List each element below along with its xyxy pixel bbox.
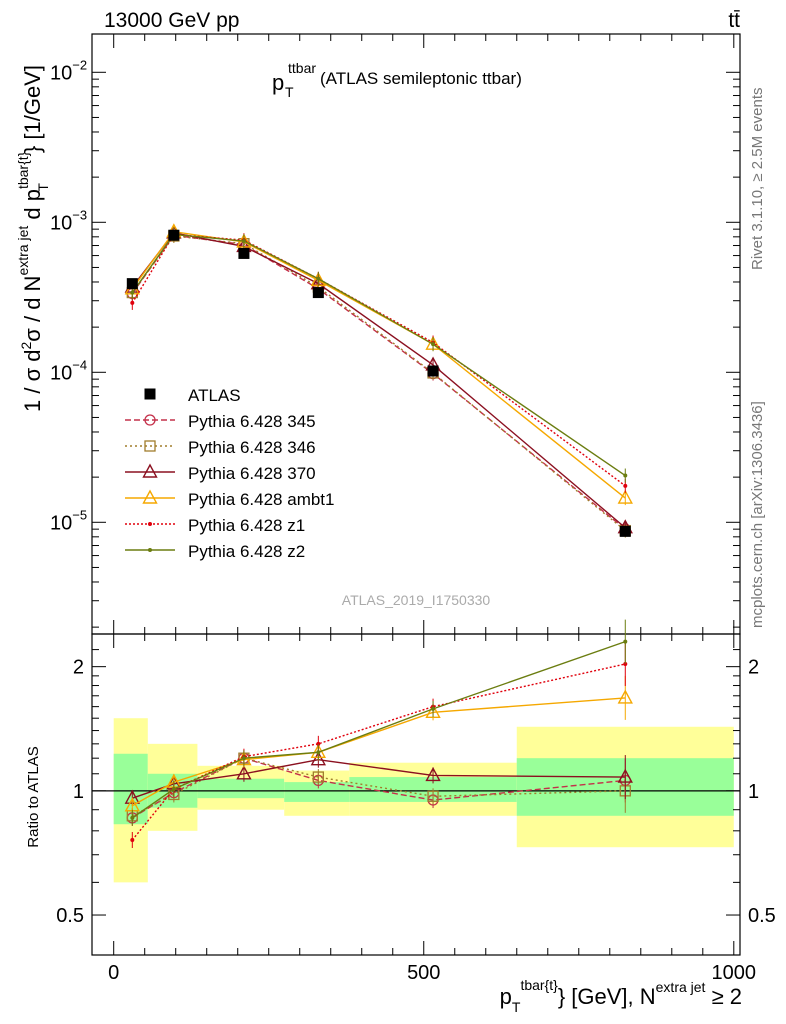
data-point-ambt1: [617, 489, 633, 504]
ratio-point-z1: [130, 838, 135, 843]
ratio-point-z2: [316, 750, 321, 755]
ratio-line-z2: [131, 640, 626, 819]
ratio-line-ambt1: [131, 697, 626, 807]
plot-title: p T ttbar (ATLAS semileptonic ttbar): [272, 60, 522, 100]
y-tick-label: 10−2: [50, 57, 87, 84]
legend-label-346: Pythia 6.428 346: [188, 438, 316, 457]
legend-label-atlas: ATLAS: [188, 386, 241, 405]
legend: ATLAS Pythia 6.428 345 Pythia 6.428 346 Pyt…: [125, 386, 334, 561]
series-line-ambt1: [131, 230, 626, 499]
ratio-line-z1: [131, 663, 626, 841]
data-point-z2: [431, 342, 436, 347]
ratio-y-tick-label: 1: [73, 781, 84, 803]
legend-marker-345: [144, 414, 156, 426]
plot-title-symbol: p: [272, 70, 284, 95]
ratio-point-346: [312, 771, 324, 783]
series-line-z2: [131, 233, 626, 477]
legend-label-z1: Pythia 6.428 z1: [188, 516, 305, 535]
data-point-z1: [623, 483, 628, 488]
ratio-y-axis-label: Ratio to ATLAS: [25, 746, 42, 847]
ratio-y-tick-label: 2: [73, 657, 84, 679]
legend-marker-z1: [148, 522, 152, 526]
data-point-z2: [316, 276, 321, 281]
main-y-axis-label: 1 / σ d2σ / d Nextra jet d ptbar{t} T} [1…: [15, 65, 51, 412]
ratio-point-z2: [130, 815, 135, 820]
legend-marker-370: [142, 463, 158, 478]
y-tick-label: 10−4: [50, 357, 87, 384]
uncertainty-band-inner: [197, 778, 285, 799]
legend-label-z2: Pythia 6.428 z2: [188, 542, 305, 561]
beam-energy-label: 13000 GeV pp: [104, 9, 239, 32]
data-point-z2: [623, 473, 628, 478]
ratio-point-z1: [316, 741, 321, 746]
ratio-point-z2: [171, 787, 176, 792]
ratio-line-345: [131, 757, 626, 819]
process-label: tt̄: [728, 9, 740, 32]
plot-title-subscript: T: [285, 84, 294, 100]
ratio-y-tick-label-right: 1: [748, 781, 759, 803]
legend-label-345: Pythia 6.428 345: [188, 412, 316, 431]
data-point-atlas: [168, 229, 180, 241]
ratio-point-z1: [623, 661, 628, 666]
data-point-atlas: [619, 525, 631, 537]
data-point-atlas: [126, 278, 138, 290]
ratio-plot-panel: 0 500 1000 0.5 0.5 1 1 2 2: [56, 619, 776, 984]
plot-title-text: (ATLAS semileptonic ttbar): [320, 69, 522, 88]
main-plot-panel: 10−5 10−4 10−3 10−2: [50, 33, 741, 635]
ratio-point-z2: [241, 756, 246, 761]
x-tick-label: 500: [407, 962, 440, 984]
legend-label-370: Pythia 6.428 370: [188, 464, 316, 483]
legend-marker-atlas: [144, 388, 156, 400]
legend-marker-ambt1: [142, 489, 158, 504]
ratio-point-370: [425, 766, 441, 782]
legend-marker-z2: [148, 548, 152, 552]
data-point-atlas: [312, 287, 324, 299]
ratio-point-370: [617, 768, 633, 783]
ratio-point-370: [310, 751, 327, 766]
ratio-point-z2: [431, 706, 436, 711]
legend-label-ambt1: Pythia 6.428 ambt1: [188, 490, 334, 509]
series-line-370: [131, 232, 626, 529]
data-point-atlas: [238, 247, 250, 259]
x-tick-label: 1000: [712, 962, 757, 984]
ratio-line-346: [131, 757, 626, 817]
y-tick-label: 10−3: [50, 207, 87, 234]
plot-title-superscript: ttbar: [288, 60, 316, 76]
x-tick-label: 0: [108, 962, 119, 984]
data-point-z2: [130, 290, 135, 295]
ratio-point-ambt1: [617, 689, 633, 704]
legend-marker-346: [144, 440, 156, 452]
data-point-z1: [130, 300, 135, 305]
rivet-version-label: Rivet 3.1.10, ≥ 2.5M events: [749, 88, 766, 271]
data-point-atlas: [427, 365, 439, 377]
series-line-345: [131, 234, 626, 530]
ratio-y-tick-label-right: 0.5: [748, 905, 776, 927]
ratio-y-tick-label: 0.5: [56, 905, 84, 927]
ratio-frame: [91, 633, 741, 956]
analysis-id-label: ATLAS_2019_I1750330: [342, 592, 491, 608]
ratio-point-346: [427, 790, 439, 802]
ratio-y-tick-label-right: 2: [748, 657, 759, 679]
ratio-point-z2: [623, 639, 628, 644]
y-tick-label: 10−5: [50, 507, 87, 534]
uncertainty-band-inner: [284, 782, 350, 802]
ratio-point-ambt1: [425, 703, 441, 719]
x-axis-label: pTtbar{t}} [GeV], Nextra jet ≥ 2: [500, 977, 742, 1015]
mcplots-label: mcplots.cern.ch [arXiv:1306.3436]: [749, 401, 766, 628]
series-line-346: [131, 235, 626, 532]
ratio-point-370: [236, 765, 252, 780]
data-point-z2: [241, 239, 246, 244]
